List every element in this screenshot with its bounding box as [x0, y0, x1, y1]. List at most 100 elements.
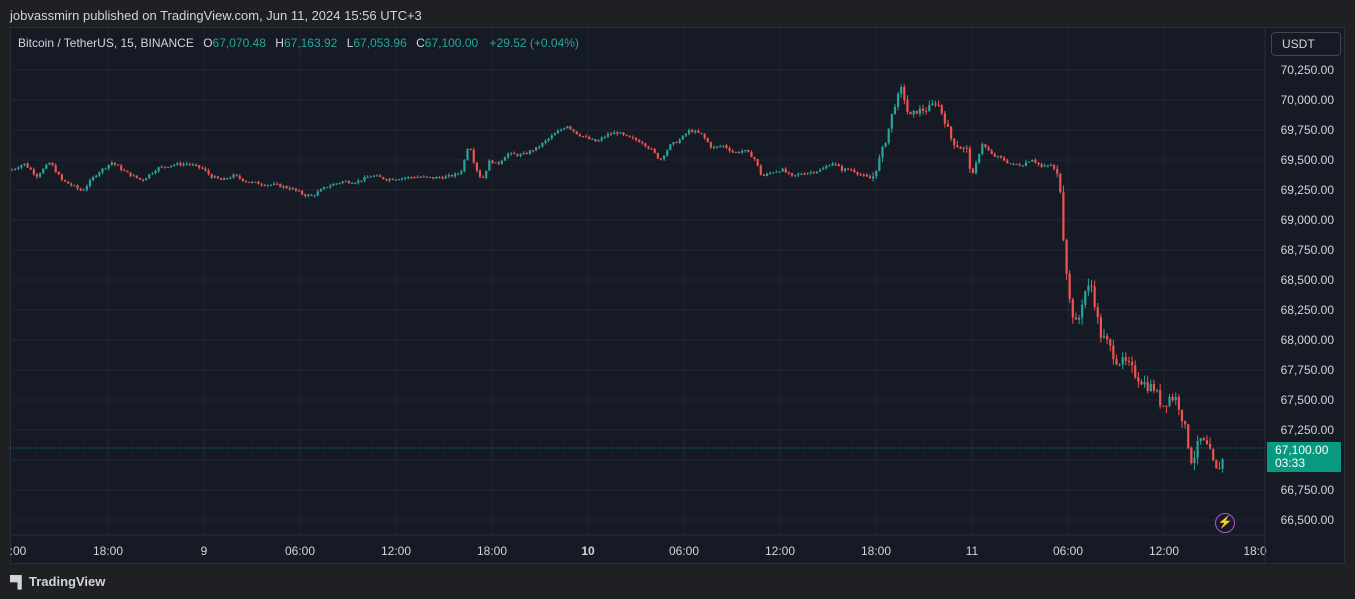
candle-body	[95, 175, 98, 178]
candle-body	[1049, 165, 1053, 167]
candle-body	[843, 168, 847, 171]
candle-body	[170, 165, 173, 168]
candle-body	[260, 184, 263, 186]
high-label: H	[275, 36, 284, 50]
time-tick-label: 12:00	[765, 544, 795, 558]
candle-body	[229, 177, 232, 179]
candle-body	[213, 176, 216, 178]
time-tick-label: 06:00	[285, 544, 315, 558]
candle-body	[478, 170, 482, 178]
candle-body	[116, 164, 120, 166]
candle-body	[765, 173, 769, 176]
candle-body	[385, 179, 388, 181]
candle-body	[691, 130, 694, 133]
candle-body	[953, 138, 956, 146]
candle-body	[772, 172, 775, 174]
candle-body	[728, 148, 731, 151]
candle-body	[712, 146, 716, 148]
candle-body	[884, 143, 887, 147]
candle-body	[182, 163, 185, 166]
candle-body	[987, 146, 990, 151]
candle-body	[435, 176, 438, 179]
candle-body	[394, 179, 397, 181]
candle-body	[550, 135, 553, 139]
candle-body	[535, 147, 538, 151]
candle-body	[519, 154, 522, 156]
candle-body	[266, 184, 269, 186]
candle-body	[198, 165, 201, 168]
candle-body	[931, 103, 934, 105]
tradingview-logo[interactable]: ▀▌ TradingView	[10, 574, 105, 589]
candle-body	[491, 160, 494, 164]
candle-body	[232, 174, 235, 178]
candle-body	[79, 188, 82, 191]
candle-body	[141, 179, 145, 181]
candle-body	[943, 113, 946, 124]
candle-body	[834, 163, 837, 165]
candle-body	[656, 152, 659, 159]
change-value: +29.52 (+0.04%)	[489, 36, 579, 50]
candle-body	[1021, 165, 1024, 167]
candle-body	[238, 175, 241, 179]
chart-pane[interactable]	[10, 27, 1345, 564]
candle-body	[469, 149, 472, 151]
candle-body	[338, 182, 341, 184]
candle-body	[672, 142, 675, 145]
candle-body	[837, 164, 840, 167]
candle-body	[35, 174, 39, 177]
candle-body	[57, 172, 60, 175]
candle-body	[1121, 357, 1124, 365]
candle-body	[525, 152, 528, 154]
candle-body	[154, 171, 157, 174]
candle-body	[428, 176, 432, 178]
candle-body	[1018, 164, 1021, 166]
candle-body	[494, 162, 497, 164]
lightning-icon[interactable]: ⚡	[1215, 513, 1235, 533]
candle-body	[790, 173, 794, 176]
candle-body	[868, 176, 872, 179]
candle-body	[366, 177, 369, 179]
candle-body	[900, 87, 903, 94]
candle-body	[581, 136, 585, 138]
candle-body	[1040, 164, 1043, 167]
candle-body	[956, 145, 959, 148]
candle-body	[257, 181, 260, 185]
candle-body	[725, 145, 728, 149]
candle-body	[1146, 382, 1149, 391]
time-tick-label: 9	[201, 544, 208, 558]
candle-body	[276, 183, 279, 185]
price-tick-label: 70,000.00	[1281, 93, 1335, 107]
candle-body	[687, 130, 691, 134]
candle-body	[566, 126, 569, 129]
candle-body	[438, 176, 441, 178]
candle-body	[482, 177, 485, 179]
candle-body	[210, 174, 213, 178]
candle-body	[179, 163, 182, 166]
candle-body	[613, 132, 616, 135]
candle-body	[216, 176, 220, 179]
currency-button[interactable]: USDT	[1271, 32, 1341, 56]
candle-body	[965, 147, 968, 149]
candle-body	[67, 181, 70, 184]
candle-body	[1102, 335, 1106, 338]
candle-body	[219, 178, 223, 180]
candle-body	[254, 181, 257, 183]
candle-body	[485, 170, 488, 178]
candle-body	[544, 140, 547, 143]
time-axis-labels: :00 18:00 9 06:00 12:00 18:00 10 06:00 12:00 18:0…	[10, 544, 1267, 558]
price-tick-label: 66,500.00	[1281, 513, 1335, 527]
candle-body	[1171, 396, 1174, 401]
candle-body	[357, 180, 360, 183]
candle-body	[304, 194, 307, 197]
candle-body	[497, 162, 500, 164]
candle-body	[1162, 405, 1165, 407]
candle-body	[840, 166, 844, 171]
candle-body	[1215, 459, 1218, 469]
candle-body	[285, 186, 288, 189]
price-tick-label: 67,500.00	[1281, 393, 1335, 407]
candle-body	[769, 172, 772, 174]
price-tick-label: 68,000.00	[1281, 333, 1335, 347]
price-tick-label: 70,250.00	[1281, 63, 1335, 77]
candle-body	[241, 178, 244, 181]
